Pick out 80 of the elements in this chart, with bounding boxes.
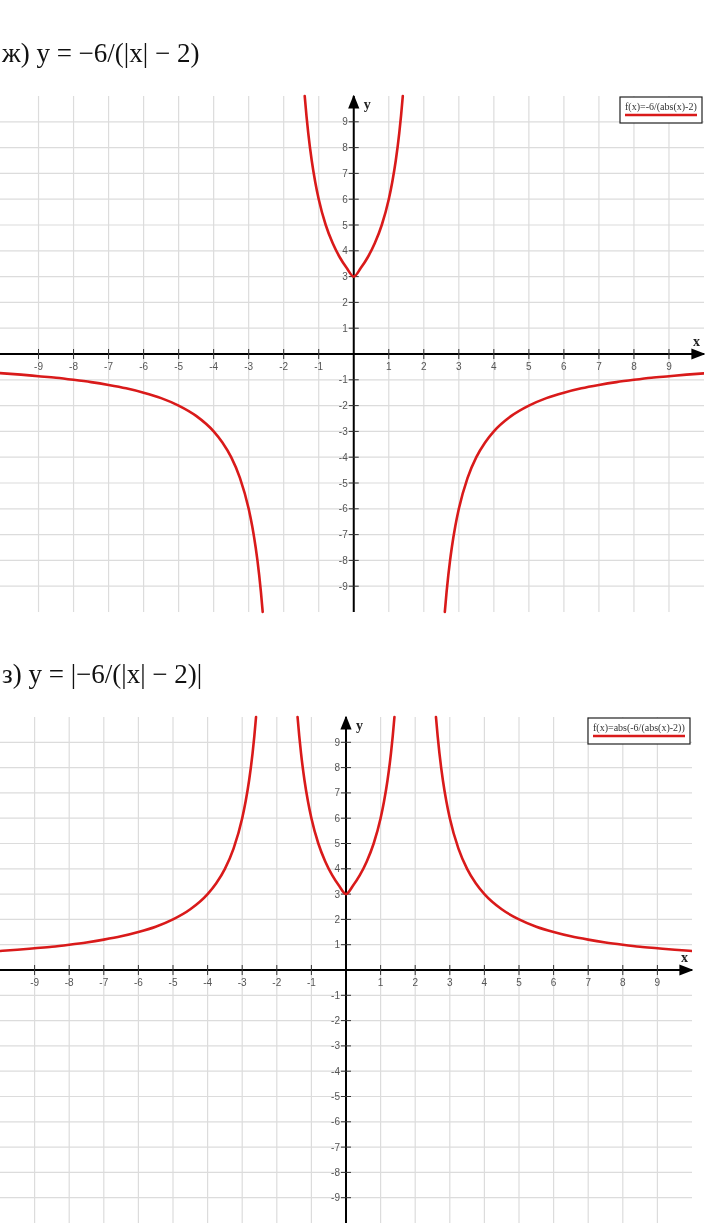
- x-tick-label: 1: [377, 977, 384, 988]
- y-tick-label: 3: [342, 271, 349, 283]
- y-tick-label: -3: [338, 425, 349, 437]
- x-tick-label: 2: [421, 361, 428, 372]
- x-tick-label: -4: [209, 361, 219, 372]
- x-tick-label: 7: [596, 361, 603, 372]
- x-tick-label: 5: [526, 361, 533, 372]
- x-tick-label: 4: [491, 361, 498, 372]
- y-axis-title: y: [356, 718, 363, 733]
- y-tick-label: 1: [334, 939, 341, 951]
- text: f(x)=abs(-6/(abs(x)-2)): [593, 722, 685, 734]
- y-tick-label: -5: [338, 477, 349, 489]
- x-axis-title: x: [693, 334, 700, 349]
- y-axis-title: y: [363, 97, 371, 112]
- x-tick-label: -9: [34, 361, 44, 372]
- x-tick-label: -5: [174, 361, 184, 372]
- chart-title: з) y = |−6/(|x| − 2)|: [2, 659, 203, 689]
- x-tick-label: -4: [203, 977, 213, 988]
- y-tick-label: 9: [342, 116, 349, 128]
- x-tick-label: -5: [168, 977, 178, 988]
- x-tick-label: 4: [481, 977, 488, 988]
- x-tick-label: 8: [631, 361, 638, 372]
- x-tick-label: -6: [139, 361, 149, 372]
- x-tick-label: -3: [237, 977, 248, 988]
- y-tick-label: 5: [334, 838, 341, 849]
- y-tick-label: 3: [334, 888, 341, 900]
- x-tick-label: 9: [654, 977, 661, 988]
- x-tick-label: -1: [314, 361, 324, 372]
- chart-title: ж) y = −6/(|x| − 2): [1, 38, 200, 68]
- x-tick-label: -9: [30, 977, 40, 988]
- y-tick-label: -1: [331, 989, 341, 1001]
- x-tick-label: 2: [412, 977, 419, 988]
- x-tick-label: -7: [99, 977, 109, 988]
- y-tick-label: -4: [338, 451, 349, 463]
- x-tick-label: -3: [244, 361, 254, 372]
- y-tick-label: -1: [338, 374, 349, 386]
- y-tick-label: -7: [331, 1141, 341, 1153]
- y-tick-label: 5: [342, 219, 349, 231]
- x-tick-label: -7: [104, 361, 114, 372]
- text: f(x)=-6/(abs(x)-2): [625, 101, 697, 113]
- y-tick-label: 8: [342, 142, 349, 154]
- y-tick-label: -4: [331, 1065, 341, 1077]
- y-tick-label: -8: [338, 554, 349, 566]
- y-tick-label: 6: [334, 812, 341, 824]
- x-tick-label: -1: [306, 977, 317, 988]
- x-tick-label: 6: [550, 977, 557, 988]
- y-tick-label: 7: [334, 787, 341, 799]
- y-tick-label: -9: [331, 1192, 341, 1204]
- x-tick-label: -8: [69, 361, 79, 372]
- y-tick-label: 7: [342, 167, 349, 179]
- y-tick-label: 1: [342, 322, 349, 334]
- y-tick-label: 6: [342, 193, 349, 205]
- x-tick-label: -2: [272, 977, 282, 988]
- x-tick-label: -6: [133, 977, 144, 988]
- x-tick-label: 6: [561, 361, 568, 372]
- x-tick-label: 3: [447, 977, 454, 988]
- x-tick-label: 3: [456, 361, 463, 372]
- x-tick-label: 9: [666, 361, 673, 372]
- x-tick-label: 7: [585, 977, 592, 988]
- x-tick-label: -8: [64, 977, 75, 988]
- x-axis-title: x: [681, 950, 688, 965]
- y-tick-label: -9: [338, 580, 349, 592]
- y-tick-label: 2: [342, 296, 349, 308]
- x-tick-label: 1: [385, 361, 392, 372]
- y-tick-label: 9: [334, 736, 341, 748]
- y-tick-label: 4: [334, 863, 341, 875]
- y-tick-label: -7: [338, 529, 349, 541]
- y-tick-label: -2: [331, 1015, 341, 1027]
- y-tick-label: 8: [334, 762, 341, 774]
- y-tick-label: -2: [338, 400, 349, 412]
- x-tick-label: -2: [279, 361, 289, 372]
- y-tick-label: -5: [331, 1091, 341, 1102]
- x-tick-label: 5: [516, 977, 523, 988]
- y-tick-label: -6: [338, 503, 349, 515]
- y-tick-label: -8: [331, 1166, 341, 1178]
- y-tick-label: 4: [342, 245, 349, 257]
- y-tick-label: 2: [334, 913, 341, 925]
- x-tick-label: 8: [620, 977, 627, 988]
- y-tick-label: -6: [331, 1116, 341, 1128]
- y-tick-label: -3: [331, 1040, 341, 1052]
